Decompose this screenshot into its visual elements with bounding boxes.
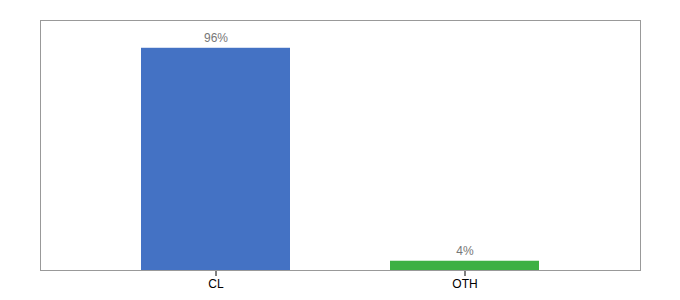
svg-text:CL: CL (208, 277, 224, 291)
svg-text:96%: 96% (204, 31, 228, 45)
svg-text:OTH: OTH (452, 277, 477, 291)
svg-text:4%: 4% (456, 244, 474, 258)
